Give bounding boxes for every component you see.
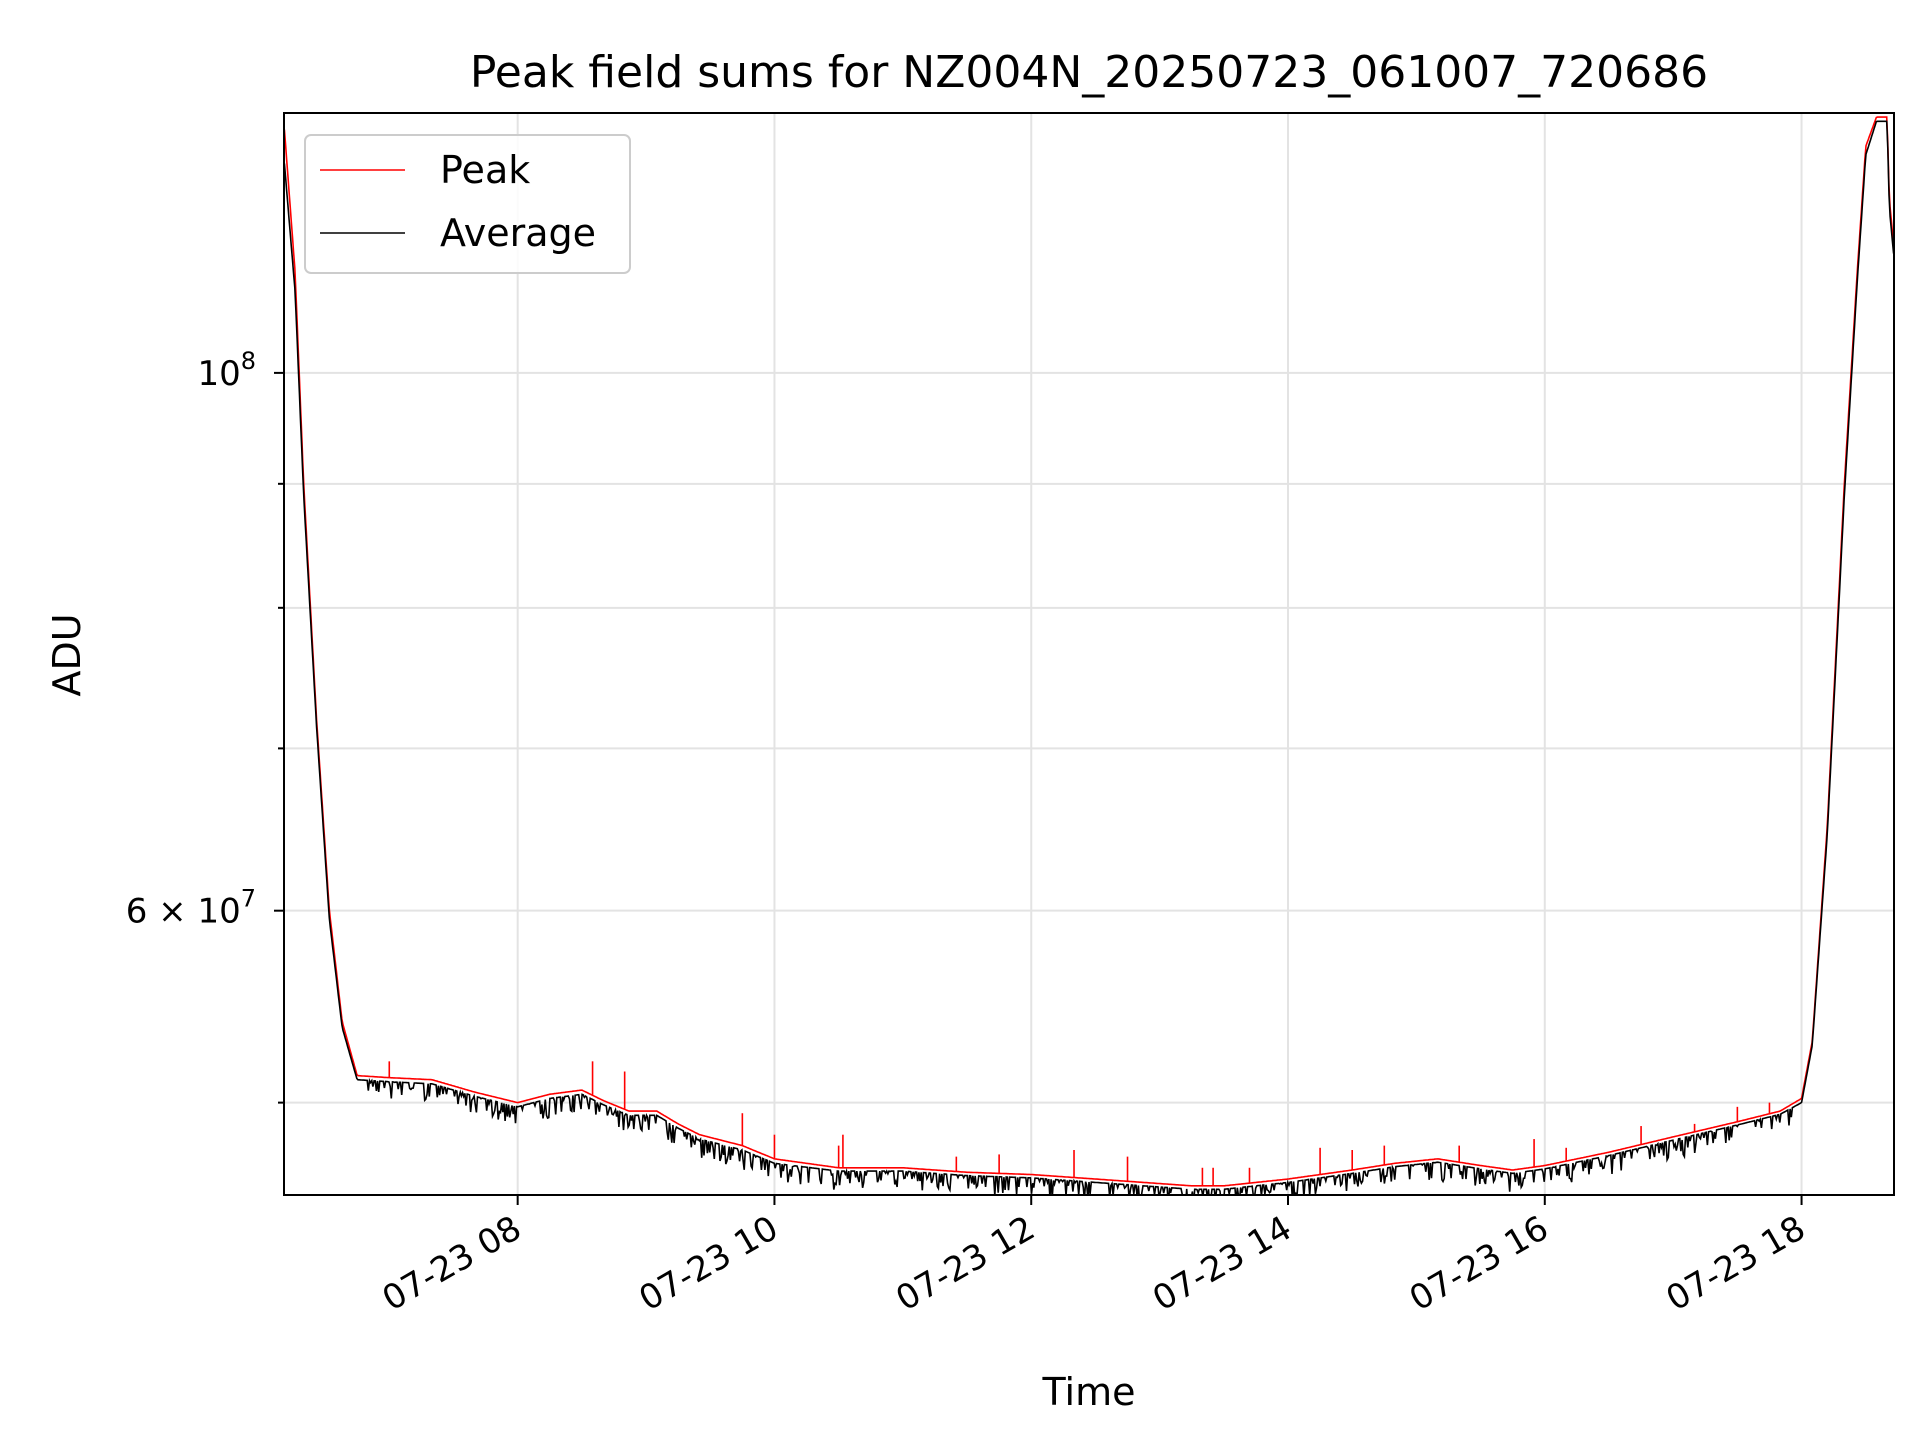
x-axis-label: Time <box>1042 1370 1136 1414</box>
series-line-average <box>284 120 1894 1195</box>
legend: Peak Average <box>304 134 631 274</box>
y-tick-label: 108 <box>197 347 256 394</box>
y-axis-label: ADU <box>45 613 89 696</box>
y-axis: 6 × 107 108 <box>126 347 284 1104</box>
legend-label-peak: Peak <box>440 148 530 192</box>
legend-label-average: Average <box>440 211 596 255</box>
chart-title: Peak field sums for NZ004N_20250723_0610… <box>470 47 1708 98</box>
series-layer <box>284 116 1894 1195</box>
series-line-peak <box>284 116 1894 1187</box>
y-tick-label: 6 × 107 <box>126 885 256 932</box>
grid <box>284 113 1894 1195</box>
plot-frame <box>283 112 1895 1196</box>
